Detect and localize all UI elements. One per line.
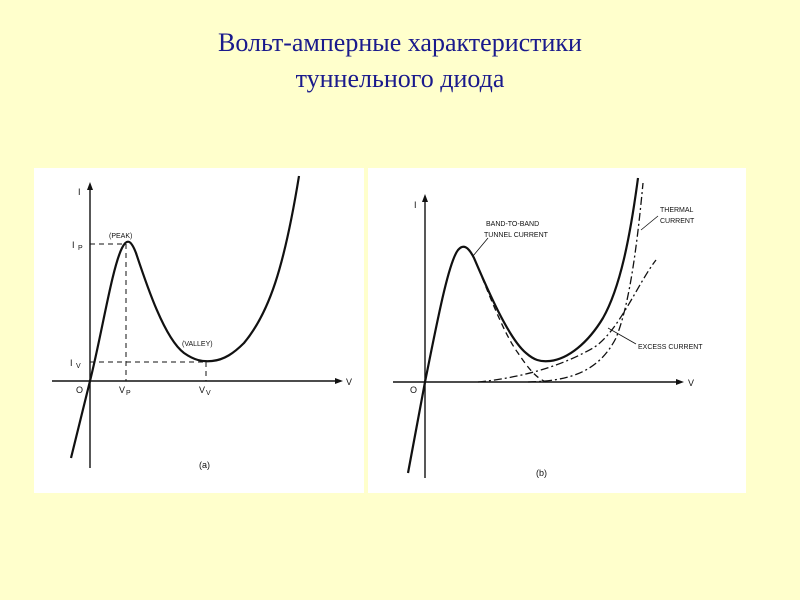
b-tunnel-label-1: BAND-TO-BAND — [486, 221, 539, 228]
b-axis-y-label: I — [414, 200, 417, 210]
a-peak-label: (PEAK) — [109, 233, 132, 240]
a-y-arrow — [87, 182, 93, 190]
b-excess-current-curve — [477, 259, 657, 383]
slide-title-line-2: туннельного диода — [295, 64, 505, 93]
a-vv-label-sub: V — [206, 390, 211, 397]
a-axis-x-label: V — [346, 377, 352, 387]
figure-a-svg: I V O (PEAK) (VALLEY) I P I V V P V V (a… — [52, 175, 352, 470]
b-thermal-label-1: THERMAL — [660, 207, 694, 214]
b-excess-label: EXCESS CURRENT — [638, 344, 703, 351]
b-origin-label: O — [410, 385, 417, 395]
a-iv-curve — [69, 175, 301, 459]
b-thermal-leader — [640, 215, 659, 231]
slide-title-line-1: Вольт-амперные характеристики — [218, 28, 582, 57]
a-caption: (a) — [199, 460, 210, 470]
figure-b-panel: I V O BAND-TO-BAND TUNNEL CURRENT THERMA… — [368, 168, 746, 493]
b-axis-x-label: V — [688, 378, 694, 388]
b-tunnel-current-curve — [424, 246, 547, 383]
b-x-arrow — [676, 379, 684, 385]
b-y-arrow — [422, 194, 428, 202]
b-total-current-curve — [406, 177, 640, 474]
a-iv-label-main: I — [70, 358, 73, 368]
b-excess-leader — [607, 327, 637, 345]
figure-a-panel: I V O (PEAK) (VALLEY) I P I V V P V V (a… — [34, 168, 364, 493]
a-x-arrow — [335, 378, 343, 384]
a-origin-label: O — [76, 385, 83, 395]
b-caption: (b) — [536, 468, 547, 478]
b-tunnel-label-2: TUNNEL CURRENT — [484, 232, 549, 239]
b-thermal-label-2: CURRENT — [660, 218, 695, 225]
b-thermal-current-curve — [527, 182, 644, 383]
a-axis-y-label: I — [78, 187, 81, 197]
a-iv-label-sub: V — [76, 363, 81, 370]
a-vv-label-main: V — [199, 385, 205, 395]
a-valley-label: (VALLEY) — [182, 341, 213, 348]
a-ip-label-main: I — [72, 240, 75, 250]
a-vp-label-sub: P — [126, 390, 131, 397]
a-vp-label-main: V — [119, 385, 125, 395]
b-tunnel-leader — [472, 237, 489, 257]
figure-b-svg: I V O BAND-TO-BAND TUNNEL CURRENT THERMA… — [393, 177, 703, 478]
a-ip-label-sub: P — [78, 245, 83, 252]
